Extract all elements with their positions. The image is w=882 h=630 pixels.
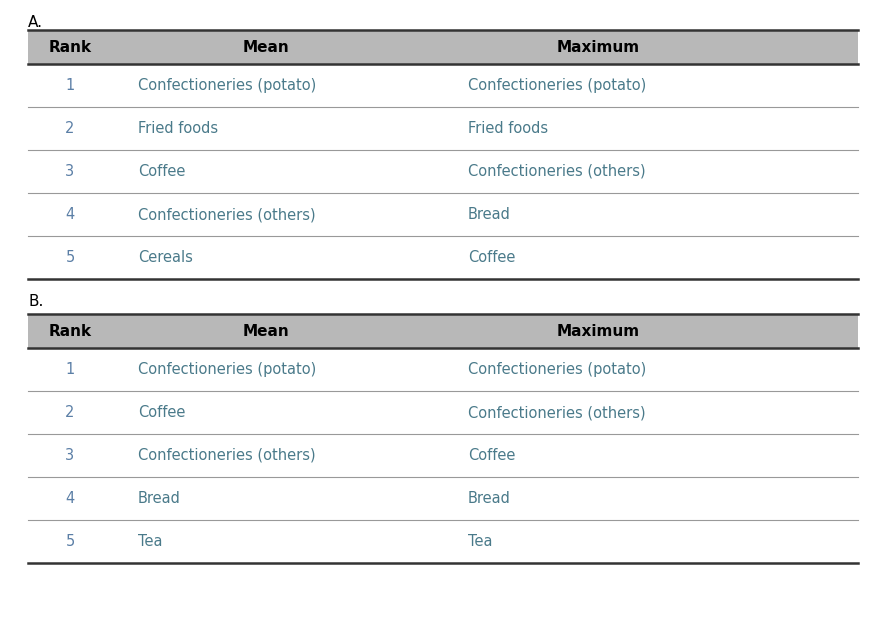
Text: 2: 2 <box>65 405 75 420</box>
Text: B.: B. <box>28 294 43 309</box>
Text: Maximum: Maximum <box>557 323 639 338</box>
Text: Mean: Mean <box>243 323 289 338</box>
Text: Confectioneries (potato): Confectioneries (potato) <box>468 362 647 377</box>
Text: Confectioneries (others): Confectioneries (others) <box>468 164 646 179</box>
Text: Bread: Bread <box>468 491 511 506</box>
Text: Coffee: Coffee <box>468 448 515 463</box>
Text: 1: 1 <box>65 362 75 377</box>
Text: Maximum: Maximum <box>557 40 639 55</box>
Text: Mean: Mean <box>243 40 289 55</box>
Text: 4: 4 <box>65 207 75 222</box>
Text: Confectioneries (potato): Confectioneries (potato) <box>138 362 317 377</box>
Text: Coffee: Coffee <box>468 250 515 265</box>
Text: Confectioneries (others): Confectioneries (others) <box>138 207 316 222</box>
Text: Tea: Tea <box>468 534 492 549</box>
Text: 5: 5 <box>65 250 75 265</box>
Bar <box>28 30 858 64</box>
Text: 3: 3 <box>65 164 75 179</box>
Text: Confectioneries (potato): Confectioneries (potato) <box>138 78 317 93</box>
Text: Coffee: Coffee <box>138 164 185 179</box>
Text: A.: A. <box>28 15 43 30</box>
Text: Confectioneries (others): Confectioneries (others) <box>138 448 316 463</box>
Text: Rank: Rank <box>49 40 92 55</box>
Text: 4: 4 <box>65 491 75 506</box>
Text: Fried foods: Fried foods <box>468 121 548 136</box>
Text: Tea: Tea <box>138 534 162 549</box>
Text: 1: 1 <box>65 78 75 93</box>
Text: Bread: Bread <box>138 491 181 506</box>
Text: Rank: Rank <box>49 323 92 338</box>
Text: Fried foods: Fried foods <box>138 121 218 136</box>
Text: Bread: Bread <box>468 207 511 222</box>
Text: Cereals: Cereals <box>138 250 193 265</box>
Text: 5: 5 <box>65 534 75 549</box>
Text: 2: 2 <box>65 121 75 136</box>
Text: Coffee: Coffee <box>138 405 185 420</box>
Text: Confectioneries (potato): Confectioneries (potato) <box>468 78 647 93</box>
Text: 3: 3 <box>65 448 75 463</box>
Bar <box>28 314 858 348</box>
Text: Confectioneries (others): Confectioneries (others) <box>468 405 646 420</box>
